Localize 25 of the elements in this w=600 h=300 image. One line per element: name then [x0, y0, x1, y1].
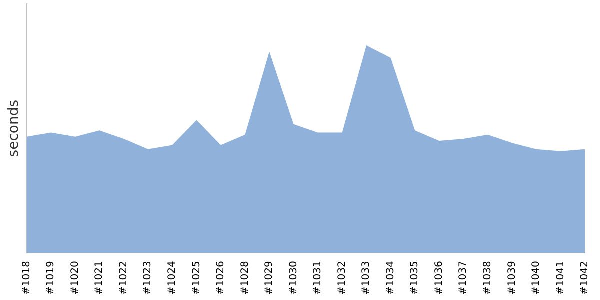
- x-tick-label: #1019: [46, 261, 57, 295]
- x-tick-label: #1032: [336, 261, 348, 295]
- x-tick-label: #1018: [21, 261, 32, 295]
- x-tick-label: #1025: [191, 261, 202, 295]
- y-axis-title: seconds: [6, 100, 22, 158]
- x-tick-label: #1023: [142, 261, 154, 295]
- x-tick-label: #1020: [70, 261, 81, 295]
- x-tick-label: #1029: [264, 261, 276, 295]
- x-tick-label: #1028: [240, 261, 251, 295]
- x-tick-label: #1024: [167, 261, 178, 295]
- x-tick-label: #1035: [410, 261, 421, 295]
- x-tick-label: #1021: [94, 261, 106, 295]
- x-tick-label: #1022: [118, 261, 130, 295]
- x-tick-label: #1030: [288, 261, 300, 295]
- x-tick-label: #1042: [580, 261, 591, 295]
- x-tick-label: #1041: [555, 261, 566, 295]
- x-tick-label: #1031: [312, 261, 324, 295]
- x-tick-label: #1040: [531, 261, 542, 295]
- x-tick-label: #1039: [506, 261, 518, 295]
- x-tick-label: #1038: [482, 261, 494, 295]
- x-tick-label: #1036: [434, 261, 445, 295]
- x-tick-label: #1026: [216, 261, 227, 295]
- x-tick-label: #1034: [385, 261, 396, 295]
- x-tick-label: #1037: [458, 261, 470, 295]
- x-tick-label: #1033: [361, 261, 372, 295]
